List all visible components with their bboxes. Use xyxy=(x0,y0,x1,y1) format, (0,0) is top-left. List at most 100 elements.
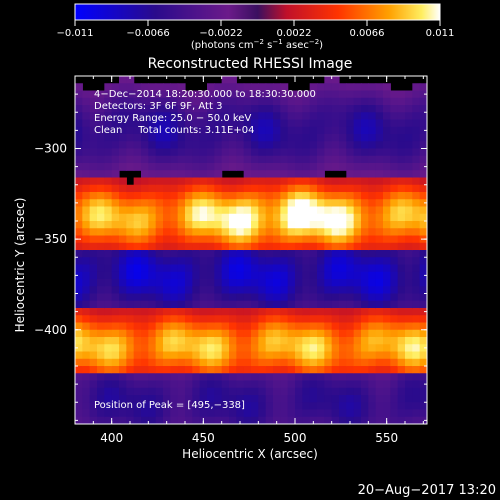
heatmap-cell xyxy=(89,141,98,150)
heatmap-cell xyxy=(361,416,369,424)
heatmap-cell xyxy=(177,134,186,142)
heatmap-cell xyxy=(229,271,237,280)
heatmap-cell xyxy=(243,242,252,251)
heatmap-cell xyxy=(243,380,252,389)
heatmap-cell xyxy=(119,286,127,295)
heatmap-cell xyxy=(309,235,318,244)
heatmap-cell xyxy=(82,119,91,128)
heatmap-cell xyxy=(295,373,303,382)
heatmap-cell xyxy=(236,387,245,396)
heatmap-cell xyxy=(229,141,237,150)
heatmap-cell xyxy=(375,315,384,324)
heatmap-cell xyxy=(287,90,296,99)
heatmap-cell xyxy=(324,264,333,273)
heatmap-cell xyxy=(280,206,289,215)
heatmap-cell xyxy=(273,300,281,309)
heatmap-cell xyxy=(397,119,406,128)
heatmap-cell xyxy=(236,380,245,389)
heatmap-cell xyxy=(317,83,325,92)
heatmap-cell xyxy=(170,322,179,331)
heatmap-cell xyxy=(126,395,135,403)
heatmap-cell xyxy=(104,322,113,331)
heatmap-cell xyxy=(412,344,421,353)
heatmap-cell xyxy=(317,112,325,121)
heatmap-cell xyxy=(361,293,369,302)
heatmap-cell xyxy=(89,192,98,200)
heatmap-cell xyxy=(170,170,179,179)
heatmap-cell xyxy=(383,279,391,287)
heatmap-cell xyxy=(368,308,377,316)
heatmap-cell xyxy=(221,192,230,200)
heatmap-cell xyxy=(346,112,355,121)
heatmap-cell xyxy=(309,213,318,222)
heatmap-cell xyxy=(302,126,311,135)
heatmap-cell xyxy=(287,148,296,157)
heatmap-cell xyxy=(265,373,274,382)
heatmap-cell xyxy=(214,177,223,186)
heatmap-cell xyxy=(82,315,91,324)
heatmap-cell xyxy=(412,199,421,208)
heatmap-cell xyxy=(214,192,223,200)
heatmap-cell xyxy=(141,366,149,374)
heatmap-cell xyxy=(148,264,157,273)
heatmap-cell xyxy=(353,213,362,222)
heatmap-cell xyxy=(390,148,399,157)
heatmap-cell xyxy=(155,177,164,186)
heatmap-cell xyxy=(295,148,303,157)
heatmap-cell xyxy=(412,213,421,222)
heatmap-cell xyxy=(97,119,105,128)
heatmap-cell xyxy=(192,177,201,186)
heatmap-cell xyxy=(207,250,215,258)
heatmap-cell xyxy=(295,184,303,193)
heatmap-cell xyxy=(280,416,289,424)
heatmap-cell xyxy=(104,184,113,193)
heatmap-cell xyxy=(353,380,362,389)
heatmap-cell xyxy=(302,409,311,418)
heatmap-cell xyxy=(97,170,105,179)
heatmap-cell xyxy=(111,177,120,186)
heatmap-cell xyxy=(192,337,201,345)
heatmap-cell xyxy=(111,148,120,157)
heatmap-cell xyxy=(170,344,179,353)
heatmap-cell xyxy=(199,402,208,411)
heatmap-cell xyxy=(346,395,355,403)
heatmap-cell xyxy=(119,119,127,128)
heatmap-cell xyxy=(229,105,237,113)
heatmap-cell xyxy=(295,134,303,142)
heatmap-cell xyxy=(280,134,289,142)
heatmap-cell xyxy=(317,148,325,157)
heatmap-cell xyxy=(309,148,318,157)
heatmap-cell xyxy=(302,358,311,367)
heatmap-cell xyxy=(295,409,303,418)
heatmap-cell xyxy=(258,97,267,106)
heatmap-cell xyxy=(412,279,421,287)
heatmap-cell xyxy=(155,380,164,389)
heatmap-cell xyxy=(397,380,406,389)
heatmap-cell xyxy=(412,170,421,179)
heatmap-cell xyxy=(82,184,91,193)
heatmap-cell xyxy=(273,192,281,200)
heatmap-cell xyxy=(170,155,179,164)
heatmap-cell xyxy=(148,279,157,287)
heatmap-cell xyxy=(126,148,135,157)
heatmap-cell xyxy=(75,206,83,215)
heatmap-cell xyxy=(221,177,230,186)
heatmap-cell xyxy=(258,177,267,186)
heatmap-cell xyxy=(185,279,193,287)
heatmap-cell xyxy=(185,235,193,244)
heatmap-cell xyxy=(419,373,427,382)
heatmap-cell xyxy=(258,242,267,251)
heatmap-cell xyxy=(119,257,127,266)
heatmap-cell xyxy=(214,329,223,338)
heatmap-cell xyxy=(280,97,289,106)
heatmap-cell xyxy=(221,358,230,367)
heatmap-cell xyxy=(309,380,318,389)
heatmap-cell xyxy=(368,322,377,331)
heatmap-cell xyxy=(104,148,113,157)
heatmap-cell xyxy=(397,416,406,424)
heatmap-cell xyxy=(229,395,237,403)
heatmap-cell xyxy=(229,177,237,186)
heatmap-cell xyxy=(375,250,384,258)
heatmap-cell xyxy=(339,402,347,411)
heatmap-cell xyxy=(163,271,171,280)
